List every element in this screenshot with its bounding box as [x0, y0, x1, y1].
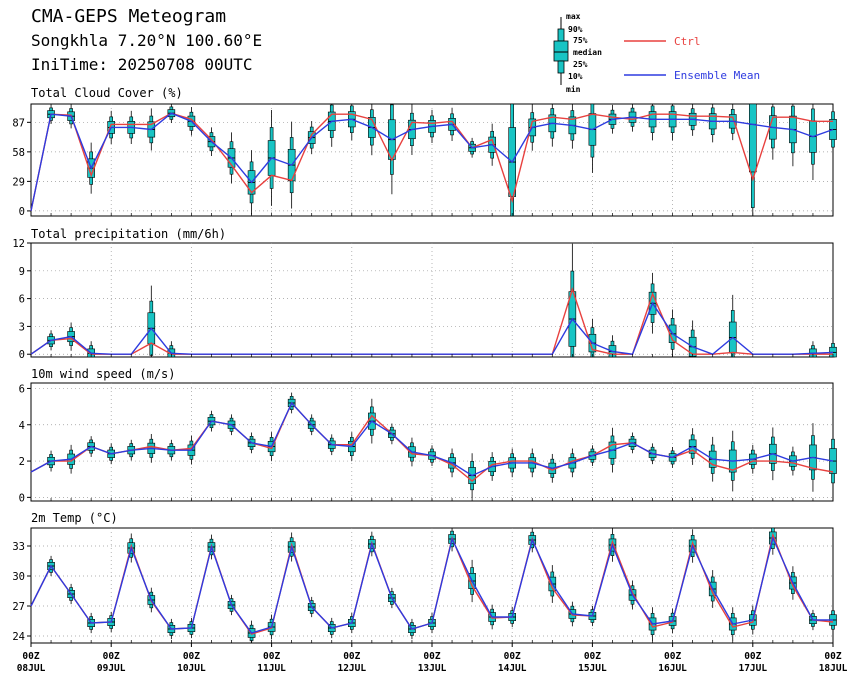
legend-label-median: median [573, 47, 602, 57]
legend-label-75: 75% [573, 36, 588, 45]
legend: max 90% 75% median 25% 10% min Ctrl Ense… [553, 12, 760, 94]
y-tick-label: 29 [12, 176, 25, 188]
box-0-39 [809, 104, 817, 181]
box-0-16 [347, 104, 356, 141]
panel-title-cloud: Total Cloud Cover (%) [31, 86, 183, 100]
page-title: CMA-GEPS Meteogram [31, 6, 227, 27]
y-tick-label: 24 [12, 631, 25, 643]
box-inner [748, 103, 757, 173]
y-tick-label: 30 [12, 571, 25, 583]
y-tick-label: 9 [19, 266, 25, 278]
x-tick-label-date: 12JUL [337, 663, 366, 674]
x-tick-label-time: 00Z [343, 651, 360, 662]
x-tick-label-date: 10JUL [177, 663, 206, 674]
y-tick-label: 12 [12, 238, 25, 250]
box-0-31 [648, 104, 657, 141]
legend-label-90: 90% [568, 25, 583, 34]
box-1-28 [588, 318, 597, 358]
box-0-18 [388, 104, 396, 195]
legend-box-inner [553, 40, 569, 62]
legend-box-lower [557, 60, 565, 74]
legend-label-max: max [566, 12, 581, 21]
x-tick-label-time: 00Z [504, 651, 521, 662]
y-tick-label: 58 [12, 147, 25, 159]
panel-2: 0 2 4 6 [19, 382, 837, 504]
x-tick-label-time: 00Z [584, 651, 601, 662]
legend-label-10: 10% [568, 72, 583, 81]
x-tick-label-date: 16JUL [658, 663, 687, 674]
y-tick-label: 4 [19, 420, 25, 432]
box-0-15 [327, 104, 336, 147]
y-tick-label: 0 [19, 349, 25, 361]
box-0-38 [789, 104, 797, 167]
x-tick-label-date: 11JUL [257, 663, 286, 674]
x-tick-label-date: 18JUL [819, 663, 848, 674]
y-tick-label: 2 [19, 456, 25, 468]
x-tick-label-date: 17JUL [738, 663, 767, 674]
panel-title-precip: Total precipitation (mm/6h) [31, 227, 226, 241]
x-tick-label-time: 00Z [824, 651, 841, 662]
mean-series-line [30, 401, 834, 477]
legend-box-outer [557, 28, 565, 42]
x-tick-label-date: 09JUL [97, 663, 126, 674]
panel-1: 0 3 6 9 12 [12, 238, 837, 361]
box-1-35 [728, 294, 737, 358]
y-tick-label: 0 [19, 492, 25, 504]
location-label: Songkhla 7.20°N 100.60°E [31, 31, 263, 50]
x-tick-label-time: 00Z [664, 651, 681, 662]
box-0-34 [708, 104, 717, 143]
mean-series-line [30, 535, 833, 634]
panel-title-wind: 10m wind speed (m/s) [31, 367, 176, 381]
legend-ctrl-label: Ctrl [674, 35, 701, 48]
box-0-37 [769, 104, 777, 160]
box-1-33 [688, 320, 697, 358]
x-tick-label-time: 00Z [744, 651, 761, 662]
y-tick-label: 0 [19, 206, 25, 218]
box-1-6 [147, 285, 156, 357]
x-tick-label-time: 00Z [423, 651, 440, 662]
y-tick-label: 87 [12, 117, 25, 129]
y-tick-label: 6 [19, 294, 25, 306]
y-tick-label: 27 [12, 601, 25, 613]
panel-title-temp: 2m Temp (°C) [31, 511, 118, 525]
legend-mean-label: Ensemble Mean [674, 69, 760, 82]
x-tick-label-date: 15JUL [578, 663, 607, 674]
legend-label-min: min [566, 84, 581, 94]
x-tick-label-date: 14JUL [498, 663, 527, 674]
y-tick-label: 3 [19, 321, 25, 333]
legend-label-25: 25% [573, 60, 588, 69]
box-0-36 [748, 103, 757, 216]
x-tick-label-time: 00Z [22, 651, 39, 662]
mean-series-line [30, 112, 834, 212]
x-tick-label-date: 08JUL [17, 663, 46, 674]
y-tick-label: 33 [12, 541, 25, 553]
box-1-27 [568, 243, 577, 358]
x-tick-label-date: 13JUL [418, 663, 447, 674]
box-0-26 [548, 104, 557, 147]
x-tick-label-time: 00Z [183, 651, 200, 662]
init-time-label: IniTime: 20250708 00UTC [31, 55, 253, 74]
x-tick-label-time: 00Z [263, 651, 280, 662]
panel-0: 0 29 58 87 [12, 103, 837, 218]
x-tick-label-time: 00Z [103, 651, 120, 662]
ctrl-series-line [30, 112, 833, 212]
box-0-32 [668, 104, 677, 141]
y-tick-label: 6 [19, 383, 25, 395]
panel-3: 24 27 30 33 [12, 527, 837, 644]
